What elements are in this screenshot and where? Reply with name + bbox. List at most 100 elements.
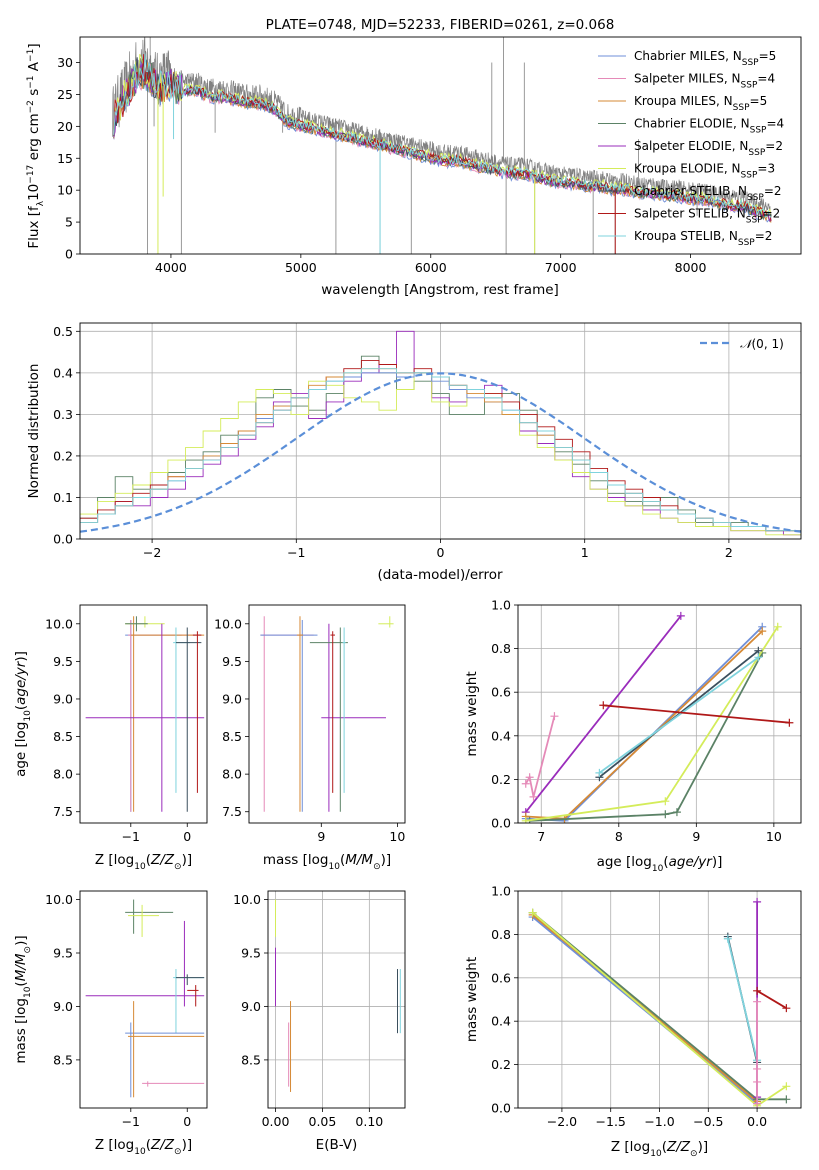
y-tick-label: 15 <box>57 151 73 166</box>
weight-marker-chabrier_elodie <box>782 1095 791 1104</box>
x-tick-label: 10 <box>389 829 405 844</box>
x-tick-label: 0 <box>437 545 445 560</box>
x-axis-label: Z [log10(Z/Z⊙)] <box>95 1137 192 1157</box>
axes-frame-age_vs_Z <box>79 604 208 824</box>
y-tick-label: 9.5 <box>53 946 73 961</box>
weight-marker-salpeter_miles <box>753 997 762 1006</box>
y-tick-label: 30 <box>57 55 73 70</box>
axes-frame-age_vs_mass <box>248 604 406 824</box>
weight-marker-salpeter_miles <box>525 773 534 782</box>
legend-label-salpeter_miles: Salpeter MILES, NSSP=4 <box>634 72 775 91</box>
weight-marker-salpeter_stelib <box>785 718 794 727</box>
x-axis-label: wavelength [Angstrom, rest frame] <box>321 282 559 298</box>
y-tick-label: 9.0 <box>241 999 261 1014</box>
x-axis-label: Z [log10(Z/Z⊙)] <box>611 1139 708 1159</box>
y-tick-label: 25 <box>57 87 73 102</box>
x-tick-label: 9 <box>692 829 700 844</box>
weight-marker-kroupa_stelib <box>595 768 604 777</box>
x-tick-label: 8000 <box>675 260 707 275</box>
y-tick-label: 0.0 <box>53 532 73 547</box>
y-tick-label: 8.0 <box>53 767 73 782</box>
histogram-kroupa_stelib <box>80 368 801 539</box>
y-tick-label: 0.1 <box>53 490 73 505</box>
x-tick-label: 0.00 <box>262 1114 290 1129</box>
y-tick-label: 9.0 <box>53 999 73 1014</box>
y-tick-label: 0.6 <box>491 970 511 985</box>
x-tick-label: −1.5 <box>596 1114 626 1129</box>
y-axis-label: Normed distribution <box>26 364 42 499</box>
y-tick-label: 0.4 <box>491 1014 511 1029</box>
x-tick-label: 1 <box>581 545 589 560</box>
x-tick-label: 8 <box>615 829 623 844</box>
plot-area-weight_vs_Z <box>528 897 791 1108</box>
plot-area-mass_vs_ebv <box>275 899 401 1092</box>
model-spectrum-chabrier_stelib <box>113 57 772 219</box>
y-axis-label: mass weight <box>464 957 480 1042</box>
weight-marker-kroupa_elodie <box>782 1082 791 1091</box>
plot-area-mass_vs_Z <box>85 899 205 1098</box>
y-tick-label: 0.6 <box>491 685 511 700</box>
plot-area-weight_vs_age <box>521 611 794 823</box>
y-tick-label: 10.0 <box>45 892 73 907</box>
weight-marker-salpeter_miles <box>753 1099 762 1108</box>
weight-marker-salpeter_miles <box>529 792 538 801</box>
y-axis-label: Flux [fλ10−17 erg cm−2 s−1 A−1] <box>26 43 46 248</box>
weight-marker-kroupa_elodie <box>521 816 530 823</box>
x-axis-label: age [log10(age/yr)] <box>597 854 723 874</box>
y-tick-label: 0.8 <box>491 641 511 656</box>
x-tick-label: −1 <box>122 1114 140 1129</box>
weight-line-kroupa_stelib <box>598 656 759 774</box>
x-tick-label: −1 <box>122 829 140 844</box>
y-tick-label: 8.5 <box>222 729 242 744</box>
y-tick-label: 10.0 <box>45 616 73 631</box>
y-tick-label: 9.0 <box>53 691 73 706</box>
legend-label-chabrier_elodie: Chabrier ELODIE, NSSP=4 <box>634 117 784 136</box>
x-tick-label: 7 <box>537 829 545 844</box>
x-tick-label: −1.0 <box>644 1114 674 1129</box>
weight-line-kroupa_stelib <box>726 938 758 1061</box>
weight-marker-salpeter_stelib <box>782 1004 791 1013</box>
axes-frame-residuals <box>79 322 802 540</box>
weight-line-salpeter_stelib <box>603 704 790 724</box>
x-tick-label: 4000 <box>155 260 187 275</box>
y-tick-label: 10.0 <box>233 892 261 907</box>
weight-marker-salpeter_miles <box>753 1077 762 1086</box>
x-tick-label: 0.0 <box>747 1114 767 1129</box>
weight-marker-kroupa_elodie <box>661 797 670 806</box>
weight-marker-salpeter_stelib <box>599 701 608 710</box>
axes-frame-spectrum <box>79 36 802 255</box>
y-tick-label: 1.0 <box>491 598 511 613</box>
weight-marker-chabrier_elodie <box>672 808 681 817</box>
legend-label-chabrier_stelib: Chabrier STELIB, NSSP=2 <box>634 184 782 203</box>
weight-marker-salpeter_stelib <box>753 986 762 995</box>
y-axis-label: mass weight <box>464 671 480 756</box>
y-tick-label: 9.5 <box>241 946 261 961</box>
y-tick-label: 0.2 <box>53 448 73 463</box>
weight-marker-salpeter_miles <box>521 779 530 788</box>
x-tick-label: 9 <box>317 829 325 844</box>
axes-frame-mass_vs_ebv <box>267 890 406 1109</box>
x-tick-label: 0.10 <box>355 1114 383 1129</box>
y-tick-label: 0.0 <box>491 1101 511 1116</box>
plot-area-age_vs_mass <box>260 616 394 812</box>
y-tick-label: 10.0 <box>214 616 242 631</box>
x-tick-label: 0 <box>183 1114 191 1129</box>
legend-label-kroupa_elodie: Kroupa ELODIE, NSSP=3 <box>634 162 775 181</box>
x-tick-label: 2 <box>725 545 733 560</box>
weight-marker-salpeter_elodie <box>753 897 762 906</box>
y-tick-label: 8.5 <box>241 1052 261 1067</box>
legend-label-normal: 𝒩(0, 1) <box>740 337 784 351</box>
y-tick-label: 20 <box>57 119 73 134</box>
y-axis-label: mass [log10(M/M⊙)] <box>13 935 33 1063</box>
y-tick-label: 9.5 <box>222 654 242 669</box>
y-tick-label: 8.0 <box>222 767 242 782</box>
weight-marker-salpeter_elodie <box>676 611 685 620</box>
weight-marker-chabrier_elodie <box>661 810 670 819</box>
x-tick-label: −2.0 <box>547 1114 577 1129</box>
x-tick-label: 0 <box>183 829 191 844</box>
y-tick-label: 0.2 <box>491 1057 511 1072</box>
y-tick-label: 0.3 <box>53 407 73 422</box>
weight-line-salpeter_elodie <box>525 615 682 813</box>
